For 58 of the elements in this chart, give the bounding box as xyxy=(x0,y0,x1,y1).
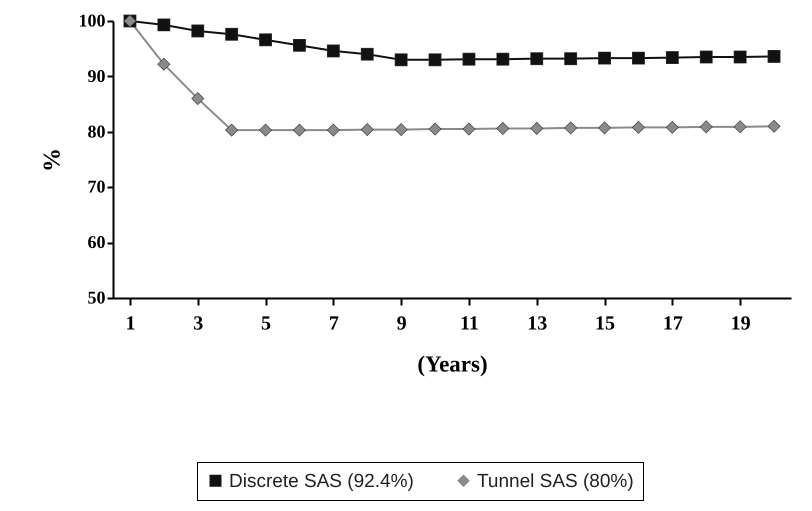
point xyxy=(734,50,747,64)
x-tick-label: 17 xyxy=(662,312,683,334)
x-tick-label: 1 xyxy=(125,312,136,334)
point xyxy=(191,24,204,38)
point xyxy=(428,122,442,136)
point xyxy=(157,58,170,71)
point xyxy=(157,18,170,32)
point xyxy=(394,53,408,66)
x-tick-label: 19 xyxy=(730,312,751,334)
point xyxy=(293,38,306,52)
point xyxy=(768,120,780,133)
legend-label: Discrete SAS (92.4%) xyxy=(229,470,414,492)
x-tick-label: 5 xyxy=(261,312,272,334)
point xyxy=(598,122,611,134)
point xyxy=(632,120,645,134)
y-tick-label: 70 xyxy=(88,176,106,197)
point xyxy=(326,44,340,58)
x-tick-label: 9 xyxy=(396,312,407,334)
point xyxy=(666,51,679,64)
y-tick-label: 60 xyxy=(88,232,106,252)
point xyxy=(225,28,238,41)
point xyxy=(632,52,645,65)
point xyxy=(360,123,374,136)
x-axis-title: (Years) xyxy=(417,352,488,376)
y-axis-title: % xyxy=(40,148,66,172)
x-tick-label: 3 xyxy=(193,312,204,334)
point xyxy=(564,52,578,66)
point xyxy=(293,124,306,137)
point xyxy=(530,122,544,135)
point xyxy=(225,124,238,137)
y-tick-label: 90 xyxy=(88,66,106,86)
point xyxy=(462,52,476,66)
y-tick-label: 50 xyxy=(88,288,106,308)
point xyxy=(428,53,442,66)
legend-label: Tunnel SAS (80%) xyxy=(477,470,634,492)
point xyxy=(700,50,713,64)
point xyxy=(326,124,340,137)
y-tick-label: 100 xyxy=(78,10,106,30)
point xyxy=(564,122,578,134)
point xyxy=(259,33,272,46)
point xyxy=(734,120,747,134)
x-tick-label: 15 xyxy=(595,312,616,334)
x-tick-label: 11 xyxy=(460,312,479,334)
point xyxy=(496,52,510,66)
x-tick-label: 13 xyxy=(527,312,548,334)
point xyxy=(394,123,408,136)
point xyxy=(462,122,476,136)
point xyxy=(598,52,611,65)
point xyxy=(768,50,780,63)
point xyxy=(530,52,544,66)
point xyxy=(496,122,510,135)
x-tick-label: 7 xyxy=(328,312,339,334)
point xyxy=(360,48,374,61)
point xyxy=(259,124,272,137)
y-tick-label: 80 xyxy=(88,121,106,142)
point xyxy=(700,120,713,134)
point xyxy=(666,120,679,134)
point xyxy=(191,92,204,105)
